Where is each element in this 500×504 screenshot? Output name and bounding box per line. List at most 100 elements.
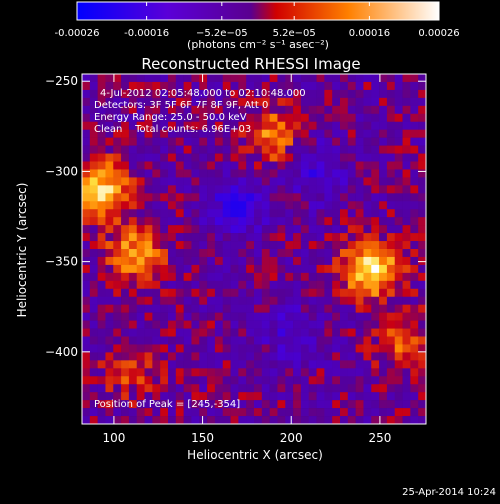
heatmap-cell (363, 241, 372, 250)
heatmap-cell (246, 280, 255, 290)
heatmap-cell (89, 209, 98, 218)
heatmap-cell (308, 105, 317, 115)
heatmap-cell (308, 129, 317, 138)
heatmap-cell (128, 416, 138, 425)
heatmap-cell (386, 233, 396, 242)
heatmap-cell (355, 376, 364, 385)
heatmap-cell (128, 89, 138, 99)
heatmap-cell (121, 264, 130, 274)
heatmap-cell (410, 352, 419, 361)
heatmap-cell (386, 384, 396, 393)
heatmap-cell (402, 400, 411, 409)
heatmap-cell (386, 137, 396, 146)
heatmap-cell (214, 264, 224, 274)
heatmap-cell (402, 344, 411, 353)
heatmap-cell (136, 74, 145, 83)
heatmap-cell (324, 113, 333, 123)
heatmap-cell (410, 89, 419, 99)
heatmap-cell (121, 272, 130, 282)
heatmap-cell (269, 384, 278, 393)
heatmap-cell (183, 328, 192, 337)
heatmap-cell (168, 408, 177, 417)
heatmap-cell (316, 74, 325, 83)
heatmap-cell (269, 344, 278, 353)
heatmap-cell (285, 105, 294, 115)
heatmap-cell (191, 384, 200, 393)
heatmap-cell (214, 376, 224, 385)
heatmap-cell (410, 153, 419, 162)
heatmap-cell (222, 312, 231, 321)
heatmap-cell (254, 249, 263, 258)
heatmap-cell (82, 74, 91, 83)
heatmap-cell (394, 217, 403, 226)
heatmap-cell (254, 352, 263, 361)
heatmap-cell (386, 416, 396, 425)
heatmap-cell (254, 344, 263, 353)
heatmap-cell (113, 408, 122, 417)
heatmap-cell (175, 81, 184, 91)
heatmap-cell (293, 97, 302, 107)
heatmap-cell (128, 264, 138, 274)
heatmap-cell (175, 97, 184, 107)
heatmap-cell (144, 392, 153, 401)
heatmap-cell (308, 161, 317, 170)
heatmap-cell (222, 185, 231, 194)
heatmap-cell (222, 241, 231, 250)
heatmap-cell (254, 193, 263, 202)
heatmap-cell (355, 177, 364, 186)
heatmap-cell (293, 241, 302, 250)
heatmap-cell (214, 368, 224, 377)
heatmap-cell (254, 169, 263, 178)
heatmap-cell (316, 225, 325, 234)
heatmap-cell (89, 408, 98, 417)
heatmap-cell (105, 193, 114, 202)
heatmap-cell (308, 280, 317, 290)
heatmap-cell (128, 352, 138, 361)
heatmap-cell (128, 408, 138, 417)
heatmap-cell (136, 352, 145, 361)
heatmap-cell (410, 201, 419, 210)
heatmap-cell (394, 177, 403, 186)
heatmap-cell (386, 201, 396, 210)
heatmap-cell (246, 352, 255, 361)
heatmap-cell (293, 177, 302, 186)
heatmap-cell (394, 328, 403, 337)
heatmap-cell (254, 256, 263, 266)
heatmap-cell (379, 336, 388, 345)
heatmap-cell (168, 384, 177, 393)
heatmap-cell (285, 241, 294, 250)
heatmap-cell (175, 169, 184, 178)
heatmap-cell (269, 312, 278, 321)
heatmap-cell (324, 408, 333, 417)
heatmap-cell (246, 384, 255, 393)
heatmap-cell (371, 280, 380, 290)
heatmap-cell (410, 161, 419, 170)
heatmap-cell (121, 233, 130, 242)
heatmap-cell (207, 408, 216, 417)
heatmap-cell (254, 74, 263, 83)
heatmap-cell (308, 233, 317, 242)
heatmap-cell (418, 272, 427, 282)
heatmap-cell (308, 336, 317, 345)
heatmap-cell (144, 312, 153, 321)
heatmap-cell (386, 74, 396, 83)
heatmap-cell (402, 416, 411, 425)
heatmap-cell (261, 225, 270, 234)
heatmap-cell (308, 376, 317, 385)
heatmap-cell (316, 217, 325, 226)
heatmap-cell (254, 272, 263, 282)
heatmap-cell (246, 185, 255, 194)
heatmap-cell (340, 416, 349, 425)
heatmap-cell (394, 392, 403, 401)
heatmap-cell (293, 81, 302, 91)
heatmap-cell (347, 193, 356, 202)
heatmap-cell (363, 312, 372, 321)
heatmap-cell (293, 256, 302, 266)
heatmap-cell (105, 256, 114, 266)
colorbar-tick-label: 0.00026 (418, 28, 459, 39)
heatmap-cell (285, 161, 294, 170)
heatmap-cell (207, 129, 216, 138)
heatmap-cell (183, 209, 192, 218)
heatmap-cell (238, 225, 247, 234)
heatmap-cell (89, 169, 98, 178)
